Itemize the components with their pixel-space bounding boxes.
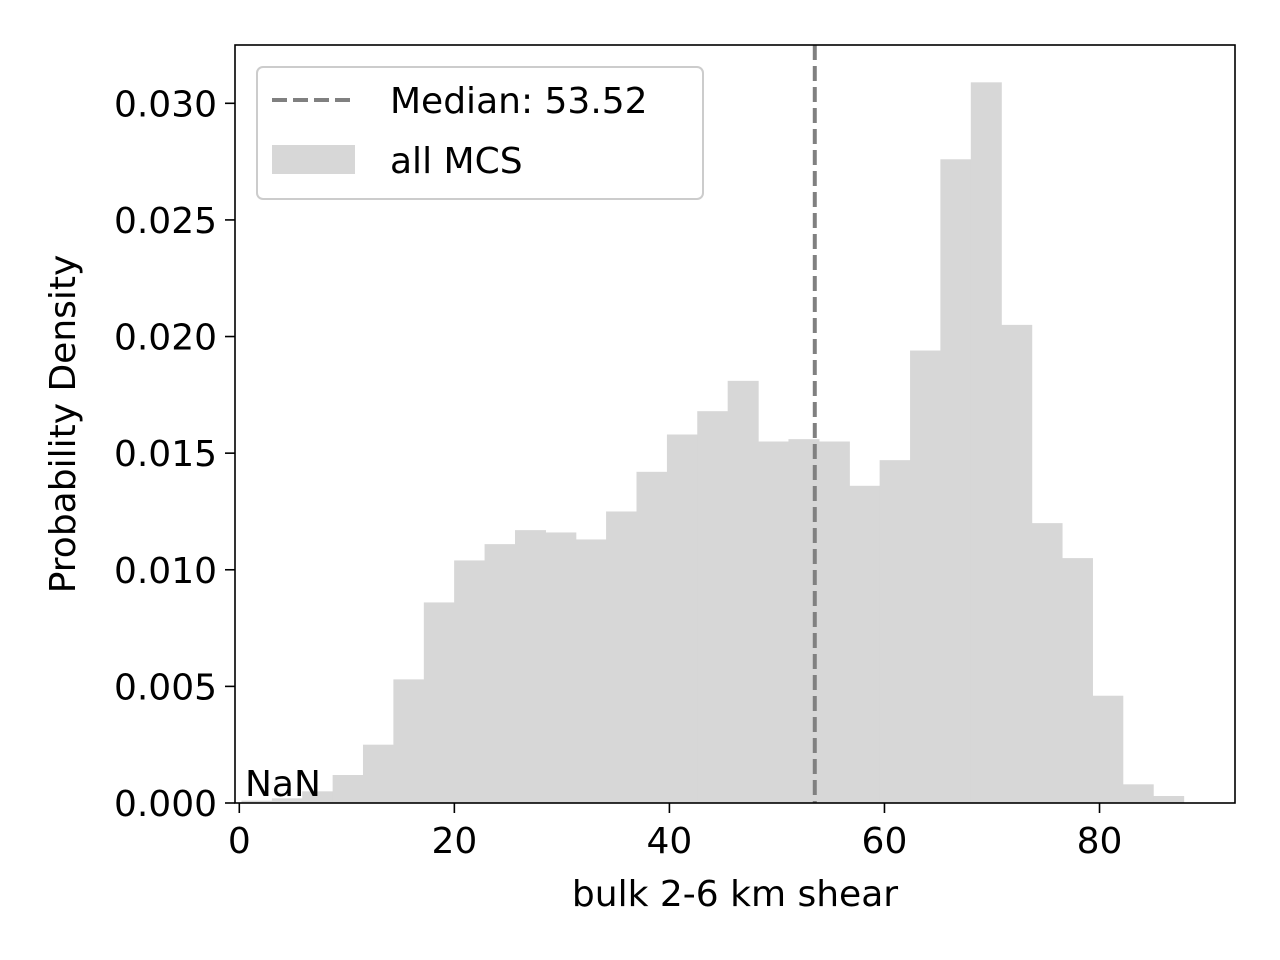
y-axis-ticks: 0.000 0.005 0.010 0.015 0.020 0.025 0.030 [114,84,235,825]
legend-all-mcs-swatch [272,145,355,174]
histogram-bar [423,602,455,803]
y-tick-label: 0.020 [114,318,217,359]
histogram-bar [636,471,668,803]
x-tick-label: 60 [862,821,908,862]
legend-median-label: Median: 53.52 [390,81,648,122]
x-axis-label: bulk 2-6 km shear [572,874,898,915]
y-tick-label: 0.030 [114,84,217,125]
histogram-bar [910,350,942,803]
histogram-bar [393,679,425,803]
histogram-bars [241,82,1185,804]
histogram-bar [575,539,607,803]
histogram-bar [1031,523,1063,803]
legend: Median: 53.52 all MCS [256,66,704,200]
histogram-bar [879,460,911,803]
y-tick-label: 0.025 [114,201,217,242]
plot-frame [234,44,1236,804]
nan-annotation: NaN [245,764,321,805]
histogram-bar [302,791,334,803]
histogram-bar [727,380,759,803]
histogram-bar [970,82,1002,804]
histogram-bar [1122,784,1154,803]
y-tick-label: 0.000 [114,784,217,825]
histogram-bar [758,441,790,803]
histogram-bar [818,441,850,803]
x-tick-label: 40 [647,821,693,862]
x-tick-label: 80 [1077,821,1123,862]
histogram-bar [241,800,273,803]
histogram-bar [545,532,577,803]
y-tick-label: 0.010 [114,551,217,592]
histogram-bar [849,485,881,803]
y-tick-label: 0.005 [114,667,217,708]
y-tick-label: 0.015 [114,434,217,475]
histogram-bar [362,744,394,803]
histogram-bar [940,159,972,803]
histogram-bar [271,798,303,803]
histogram-bar [332,775,364,803]
y-axis-label: Probability Density [43,255,84,594]
x-axis-ticks: 0 20 40 60 80 [228,803,1123,862]
histogram-bar [1153,796,1185,803]
x-tick-label: 0 [228,821,251,862]
x-tick-label: 20 [431,821,477,862]
histogram-bar [454,560,486,803]
histogram-bar [484,544,516,803]
histogram-bar [1092,695,1124,803]
histogram-bar [515,530,546,803]
legend-frame [256,66,704,200]
histogram-bar [1061,558,1093,803]
legend-all-mcs-label: all MCS [390,141,523,182]
histogram-bar [697,411,729,803]
histogram-bar [666,434,698,803]
histogram-bar [606,511,638,803]
histogram-bar [1001,324,1033,803]
